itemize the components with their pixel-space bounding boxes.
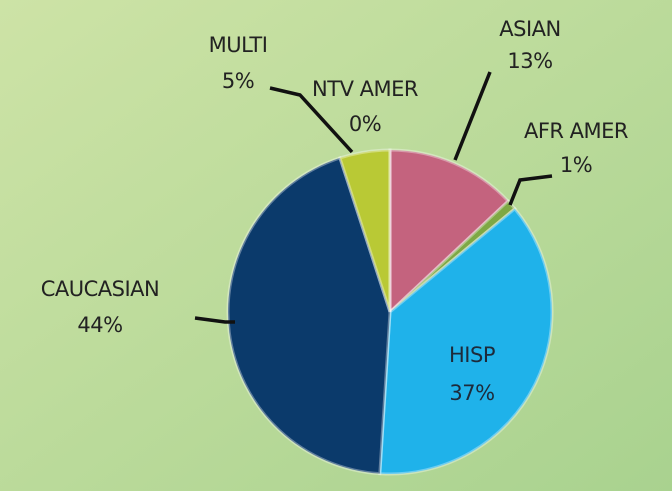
leader-lines: [194, 71, 553, 324]
labels: ASIAN 13% AFR AMER 1% HISP 37% CAUCASIAN 44% MUL…: [41, 17, 629, 405]
pie-slice: [226, 156, 392, 476]
value-label: 13%: [507, 49, 552, 73]
pie-slice: [388, 148, 511, 316]
leader-line: [508, 174, 553, 206]
value-label: 1%: [560, 153, 592, 177]
category-label: MULTI: [209, 33, 268, 57]
pie-slice: [338, 148, 392, 313]
pie-slice: [378, 206, 554, 476]
category-label: ASIAN: [499, 17, 560, 41]
leader-line: [194, 316, 235, 324]
value-label: 44%: [77, 313, 122, 337]
pie: [226, 148, 554, 476]
category-label: HISP: [449, 343, 495, 367]
value-label: 0%: [349, 112, 381, 136]
leader-line: [453, 71, 492, 161]
value-label: 37%: [449, 381, 494, 405]
category-label: NTV AMER: [312, 77, 418, 101]
leader-line: [269, 86, 354, 154]
category-label: CAUCASIAN: [41, 277, 160, 301]
value-label: 5%: [222, 69, 254, 93]
category-label: AFR AMER: [524, 119, 628, 143]
